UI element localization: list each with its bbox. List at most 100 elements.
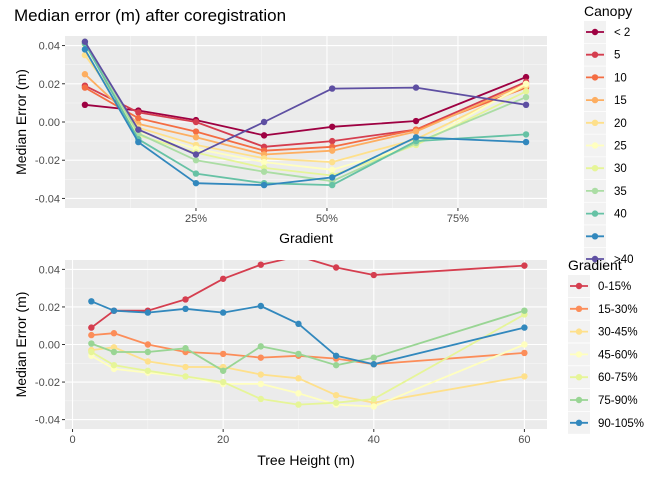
y-tick-label: 0.04	[39, 264, 60, 276]
y-tick-label: -0.04	[35, 415, 60, 427]
legend-item: 40	[584, 202, 627, 225]
data-point	[521, 341, 528, 348]
data-point	[260, 132, 268, 139]
series-line-3	[91, 346, 525, 404]
legend-label: 90-105%	[598, 418, 644, 430]
chart-title: Median error (m) after coregistration	[14, 6, 287, 25]
series-line-6	[91, 309, 525, 372]
data-point	[81, 38, 89, 45]
legend-label: 20	[614, 118, 627, 130]
data-point	[182, 373, 189, 380]
y-axis-title: Median Error (m)	[13, 292, 29, 398]
data-point	[144, 367, 152, 374]
x-tick-label: 50%	[316, 213, 338, 225]
data-point	[144, 348, 152, 356]
data-point	[182, 345, 189, 352]
legend-item: 45-60%	[568, 343, 638, 366]
data-point	[412, 134, 420, 141]
legend-title: Gradient	[568, 257, 622, 273]
data-point	[328, 174, 336, 181]
data-point	[110, 307, 118, 314]
data-point	[295, 390, 302, 397]
data-point	[257, 343, 265, 350]
legend-key-point	[591, 165, 599, 172]
x-tick-label: 60	[518, 434, 530, 446]
y-tick-label: -0.02	[35, 155, 60, 167]
legend-key-point	[591, 96, 599, 104]
legend-key-point	[575, 396, 583, 404]
legend-title: Canopy	[584, 3, 632, 19]
data-point	[295, 253, 301, 259]
series-line-5	[90, 313, 525, 406]
data-point	[521, 373, 528, 380]
legend-label: >40	[614, 254, 634, 266]
data-point	[257, 354, 265, 361]
data-point	[135, 109, 142, 116]
legend-key-point	[591, 210, 599, 217]
data-point	[522, 73, 530, 81]
y-tick-label: 0.02	[39, 302, 60, 314]
legend-key-point	[575, 419, 583, 426]
data-point	[182, 305, 189, 313]
legend-item: 25	[584, 134, 627, 157]
series-line-4	[90, 343, 525, 408]
legend-key-point	[575, 282, 583, 290]
legend-item: 0-15%	[568, 275, 631, 297]
data-point	[522, 88, 530, 95]
data-point	[332, 352, 340, 359]
data-point	[328, 158, 336, 166]
data-point	[257, 302, 265, 310]
chart-panel-2: 0 20 40 60 -0.04 -0.02 0.00 0.02 0.04 Tree Height…	[13, 253, 644, 468]
legend: Gradient 0-15% 15-30% 30-45% 45-60% 60-75% 75-…	[568, 257, 644, 434]
legend-key-point	[591, 74, 599, 81]
legend-item: 60-75%	[568, 366, 638, 389]
legend-label: < 2	[614, 27, 630, 39]
data-point	[192, 157, 200, 164]
data-point	[412, 117, 420, 125]
data-point	[370, 271, 377, 279]
data-point	[328, 166, 336, 173]
data-point	[257, 380, 265, 388]
legend-item	[584, 225, 606, 248]
data-point	[88, 324, 95, 331]
data-point	[521, 262, 528, 269]
legend-item: >40	[584, 248, 634, 270]
x-tick-label: 25%	[185, 213, 207, 225]
data-point	[257, 261, 265, 268]
data-point	[295, 350, 302, 358]
data-point	[182, 296, 189, 303]
x-tick-label: 75%	[447, 213, 469, 225]
y-tick-label: 0.02	[39, 79, 60, 91]
data-point	[370, 361, 377, 368]
x-tick-label: 20	[217, 434, 229, 446]
data-point	[144, 309, 152, 316]
legend-item: 15-30%	[568, 297, 638, 320]
legend: Canopy < 2 5 10 15 20 25 30 35 40 >40	[584, 3, 634, 270]
plot-area	[81, 38, 530, 189]
data-point	[192, 128, 200, 135]
data-point	[110, 348, 118, 356]
legend-item: 90-105%	[568, 411, 644, 434]
data-point	[332, 264, 340, 271]
data-point	[135, 126, 142, 133]
legend-label: 5	[614, 50, 620, 62]
data-point	[328, 123, 336, 130]
data-point	[260, 181, 268, 189]
legend-label: 35	[614, 186, 627, 198]
legend-item: 15	[584, 89, 627, 112]
legend-item: 30-45%	[568, 320, 638, 343]
data-point	[328, 137, 336, 145]
legend-label: 30	[614, 163, 627, 175]
legend-label: 0-15%	[598, 281, 631, 293]
data-point	[81, 46, 89, 53]
data-point	[328, 85, 336, 92]
data-point	[328, 181, 336, 189]
data-point	[192, 151, 200, 158]
legend-label: 60-75%	[598, 372, 638, 384]
data-point	[370, 395, 377, 403]
legend-item: 35	[584, 179, 627, 202]
data-point	[144, 341, 152, 348]
data-point	[135, 114, 142, 122]
data-point	[182, 363, 189, 371]
data-point	[219, 367, 227, 374]
